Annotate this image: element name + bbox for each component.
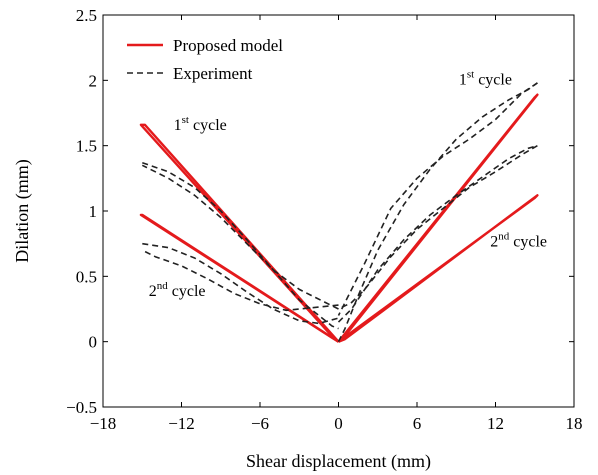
- y-tick-label: 0: [89, 333, 98, 352]
- y-axis-label: Dilation (mm): [12, 159, 33, 262]
- cycle-annotation-2: 1st cycle: [459, 68, 512, 88]
- proposed-model-curve-3: [139, 213, 340, 343]
- legend-label-proposed-model: Proposed model: [173, 36, 283, 55]
- x-tick-label: 6: [413, 414, 422, 433]
- legend-label-experiment: Experiment: [173, 64, 253, 83]
- experiment-curve-1: [337, 82, 538, 316]
- x-tick-label: 18: [566, 414, 583, 433]
- cycle-annotation-3: 2nd cycle: [490, 230, 547, 250]
- series-layer: [139, 82, 539, 343]
- x-tick-label: −18: [90, 414, 117, 433]
- y-tick-label: 1.5: [76, 137, 97, 156]
- y-tick-label: 1: [89, 202, 98, 221]
- experiment-curve-6: [142, 242, 339, 325]
- experiment-curve-7: [141, 249, 339, 312]
- experiment-curve-4: [142, 161, 339, 330]
- cycle-annotation-0: 1st cycle: [174, 114, 227, 134]
- y-tick-label: 0.5: [76, 267, 97, 286]
- ticks-layer: −18 −12 −6 0 6 12 18 −0.5 0 0.5 1 1.5 2 2.5: [66, 6, 582, 433]
- experiment-curve-3: [338, 145, 538, 310]
- y-tick-label: 2.5: [76, 6, 97, 25]
- experiment-curve-5: [141, 164, 339, 310]
- y-tick-label: −0.5: [66, 398, 97, 417]
- proposed-model-curve-1: [337, 194, 539, 343]
- x-tick-label: 0: [334, 414, 343, 433]
- annotation-layer: 1st cycle 2nd cycle 1st cycle 2nd cycle: [149, 68, 547, 300]
- x-tick-label: −6: [251, 414, 269, 433]
- x-tick-label: 12: [487, 414, 504, 433]
- experiment-curve-2: [337, 144, 538, 323]
- x-tick-label: −12: [168, 414, 195, 433]
- x-axis-label: Shear displacement (mm): [246, 451, 431, 472]
- legend: Proposed model Experiment: [127, 36, 283, 83]
- cycle-annotation-1: 2nd cycle: [149, 280, 206, 300]
- y-tick-label: 2: [89, 71, 98, 90]
